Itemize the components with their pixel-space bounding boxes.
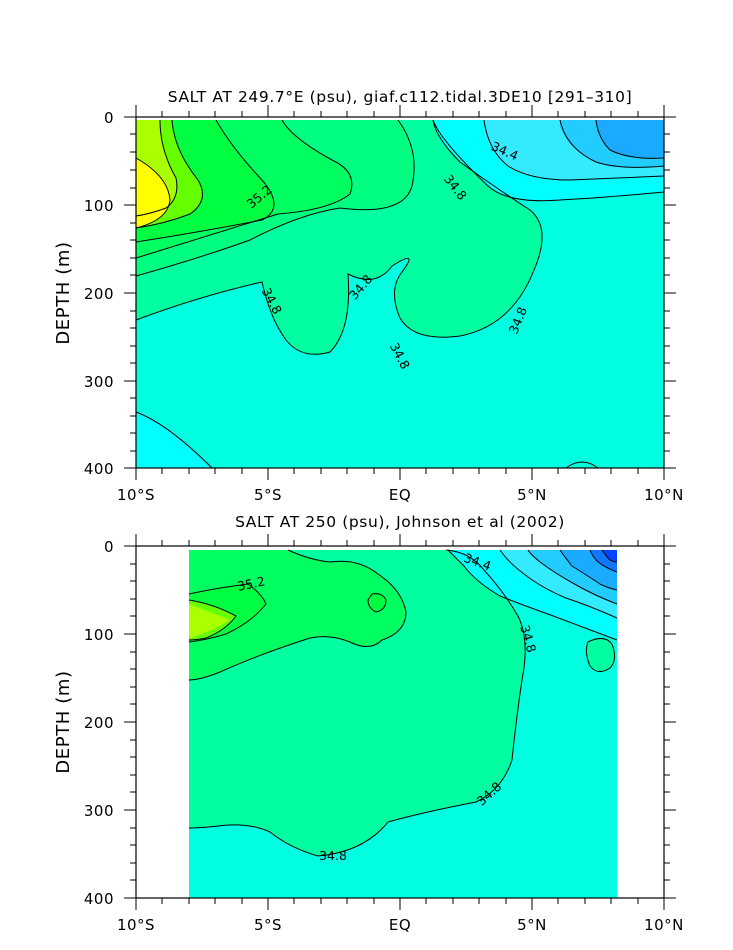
bottom-line-4 [188, 583, 267, 643]
top-fill-bottomleft [136, 412, 212, 468]
top-ytick-100: 100 [84, 197, 114, 215]
bottom-ytick-labels: 0 100 200 300 400 [84, 538, 114, 908]
bottom-panel: SALT AT 250 (psu), Johnson et al (2002) [53, 513, 684, 934]
bottom-contour-lines [188, 549, 618, 857]
top-ytick-300: 300 [84, 373, 114, 391]
bottom-line-11 [589, 549, 618, 573]
bottom-xtick-10n: 10°N [644, 916, 684, 934]
top-ticks [124, 105, 676, 480]
top-xtick-10s: 10°S [117, 486, 155, 504]
top-line-9 [135, 157, 171, 229]
top-contour-fill [136, 120, 664, 468]
bottom-ytick-300: 300 [84, 802, 114, 820]
bottom-ylabel: DEPTH (m) [53, 670, 74, 773]
bottom-fill-356 [189, 604, 230, 638]
top-fill-340 [596, 120, 664, 159]
bottom-ytick-100: 100 [84, 626, 114, 644]
top-xtick-10n: 10°N [644, 486, 684, 504]
bottom-line-6 [188, 599, 237, 641]
top-line-1 [135, 411, 213, 469]
bottom-xtick-eq: EQ [389, 916, 411, 934]
bottom-contour-fill [189, 550, 617, 898]
bottom-clabel-5: 34.8 [319, 848, 347, 863]
top-ytick-400: 400 [84, 460, 114, 478]
bottom-line-1 [188, 549, 526, 857]
bottom-line-7 [447, 549, 618, 641]
bottom-line-12 [601, 549, 618, 563]
top-line-4 [135, 119, 415, 277]
top-title: SALT AT 249.7°E (psu), giaf.c112.tidal.3… [168, 88, 633, 106]
bottom-fill-spot [368, 593, 386, 612]
bottom-title: SALT AT 250 (psu), Johnson et al (2002) [235, 513, 565, 531]
bottom-fill-350 [189, 550, 406, 680]
top-line-5 [135, 119, 353, 259]
top-ytick-0: 0 [104, 109, 114, 127]
top-line-12 [559, 119, 665, 168]
top-line-13 [595, 119, 665, 159]
bottom-ytick-400: 400 [84, 890, 114, 908]
top-line-2 [565, 461, 599, 469]
top-line-7 [135, 119, 203, 229]
bottom-fill-bumpR [586, 638, 615, 672]
bottom-line-3 [585, 638, 616, 672]
top-line-10 [432, 119, 665, 202]
bottom-xtick-5s: 5°S [254, 916, 282, 934]
bottom-ytick-200: 200 [84, 714, 114, 732]
bottom-fill-NE6 [602, 550, 617, 562]
bottom-ytick-0: 0 [104, 538, 114, 556]
bottom-xtick-labels: 10°S 5°S EQ 5°N 10°N [117, 916, 684, 934]
top-xtick-5n: 5°N [517, 486, 547, 504]
top-ytick-labels: 0 100 200 300 400 [84, 109, 114, 478]
top-line-6 [135, 119, 275, 243]
bottom-xtick-5n: 5°N [517, 916, 547, 934]
bottom-line-9 [527, 549, 618, 605]
top-line-8 [135, 119, 178, 217]
bottom-line-10 [559, 549, 618, 591]
top-ytick-200: 200 [84, 285, 114, 303]
bottom-ticks [124, 534, 676, 910]
top-line-3 [135, 119, 543, 355]
top-contour-lines [135, 119, 665, 469]
bottom-line-5 [367, 593, 387, 613]
top-xtick-labels: 10°S 5°S EQ 5°N 10°N [117, 486, 684, 504]
bottom-line-8 [499, 549, 618, 619]
bottom-xtick-10s: 10°S [117, 916, 155, 934]
bottom-clabel-1: 35.2 [236, 573, 266, 593]
top-fill-360 [136, 158, 170, 228]
top-line-11 [483, 119, 665, 181]
bottom-line-2 [188, 549, 407, 681]
top-ylabel: DEPTH (m) [53, 241, 74, 344]
top-xtick-5s: 5°S [254, 486, 282, 504]
top-panel: SALT AT 249.7°E (psu), giaf.c112.tidal.3… [53, 88, 684, 504]
bottom-clabel-3: 34.8 [517, 623, 539, 654]
top-xtick-eq: EQ [389, 486, 411, 504]
